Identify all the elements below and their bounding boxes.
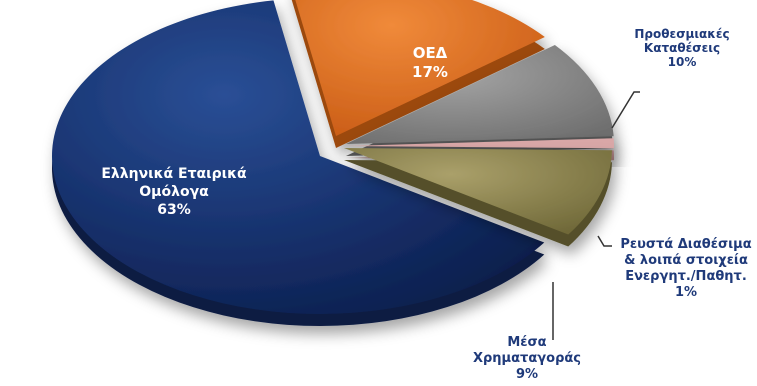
pie-slice-top-0 [51, 0, 545, 315]
pie-label-line-4-1: Χρηματαγοράς [473, 351, 581, 366]
pie-label-line-4-0: Μέσα [507, 335, 546, 350]
pie-label-2: Προθεσμιακές Καταθέσεις 10% [634, 27, 729, 69]
pie-slice-top-4 [344, 148, 612, 235]
pie-label-percent-2: 10% [668, 55, 697, 69]
pie-slice-top-3 [346, 138, 614, 149]
pie-label-line-0-0: Ελληνικά Εταιρικά [101, 166, 247, 182]
pie-label-percent-1: 17% [412, 63, 448, 81]
pie-slice-2 [346, 44, 614, 156]
pie-slice-top-2 [346, 44, 614, 144]
pie-label-4: Μέσα Χρηματαγοράς 9% [473, 335, 581, 382]
pie-slice-4 [344, 148, 612, 247]
pie-label-line-2-1: Καταθέσεις [644, 41, 720, 55]
leader-line-cash [597, 235, 612, 247]
pie-label-percent-3: 1% [675, 285, 697, 300]
leader-line-deposits [611, 91, 640, 129]
pie-label-line-2-0: Προθεσμιακές [634, 27, 729, 41]
pie-label-line-3-2: Ενεργητ./Παθητ. [625, 269, 747, 284]
pie-slice-0 [51, 0, 545, 327]
pie-label-line-0-1: Ομόλογα [139, 184, 209, 200]
pie-slice-top-1 [295, 0, 545, 136]
pie-label-0: Ελληνικά Εταιρικά Ομόλογα 63% [101, 166, 247, 218]
pie-label-3: Ρευστά Διαθέσιμα & λοιπά στοιχεία Ενεργητ.… [620, 237, 751, 300]
pie-slice-1 [291, 0, 545, 148]
pie-label-percent-4: 9% [516, 367, 538, 382]
pie-label-line-3-0: Ρευστά Διαθέσιμα [620, 237, 751, 252]
pie-label-percent-0: 63% [157, 202, 191, 218]
pie-label-1: ΟΕΔ 17% [412, 44, 448, 81]
pie-label-line-1-0: ΟΕΔ [413, 44, 448, 62]
pie-label-line-3-1: & λοιπά στοιχεία [624, 253, 748, 268]
